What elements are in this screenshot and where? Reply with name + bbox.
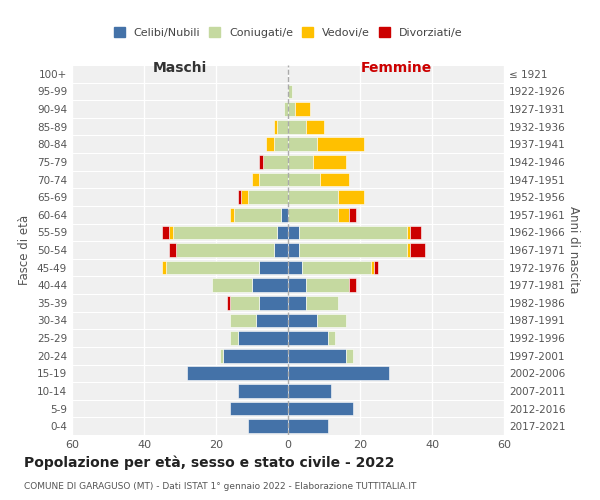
Bar xyxy=(306,120,324,134)
Bar xyxy=(306,296,338,310)
Bar xyxy=(349,278,356,292)
Text: COMUNE DI GARAGUSO (MT) - Dati ISTAT 1° gennaio 2022 - Elaborazione TUTTITALIA.I: COMUNE DI GARAGUSO (MT) - Dati ISTAT 1° … xyxy=(24,482,416,491)
Bar xyxy=(241,190,248,204)
Bar xyxy=(288,138,317,151)
Bar xyxy=(230,314,256,328)
Bar xyxy=(410,243,425,257)
Bar xyxy=(407,226,410,239)
Bar xyxy=(288,190,338,204)
Bar xyxy=(230,296,259,310)
Bar xyxy=(410,226,421,239)
Bar xyxy=(288,208,338,222)
Bar xyxy=(346,349,353,362)
Legend: Celibi/Nubili, Coniugati/e, Vedovi/e, Divorziati/e: Celibi/Nubili, Coniugati/e, Vedovi/e, Di… xyxy=(109,22,467,42)
Bar xyxy=(252,278,288,292)
Bar xyxy=(288,296,306,310)
Bar xyxy=(162,260,166,274)
Bar xyxy=(259,296,288,310)
Bar xyxy=(230,208,234,222)
Bar xyxy=(295,102,310,116)
Text: Femmine: Femmine xyxy=(361,62,431,76)
Bar xyxy=(313,155,346,169)
Bar xyxy=(238,190,241,204)
Bar xyxy=(328,331,335,345)
Bar xyxy=(223,349,288,362)
Bar xyxy=(259,172,288,186)
Bar xyxy=(169,243,176,257)
Bar xyxy=(288,384,331,398)
Bar xyxy=(274,243,288,257)
Bar xyxy=(288,366,389,380)
Bar xyxy=(338,190,364,204)
Bar xyxy=(299,226,407,239)
Y-axis label: Anni di nascita: Anni di nascita xyxy=(566,206,580,294)
Bar xyxy=(288,402,353,415)
Bar xyxy=(302,260,371,274)
Bar xyxy=(288,172,320,186)
Bar xyxy=(259,155,263,169)
Bar xyxy=(407,243,410,257)
Bar xyxy=(220,349,223,362)
Bar xyxy=(288,349,346,362)
Bar xyxy=(274,138,288,151)
Bar xyxy=(299,243,407,257)
Bar xyxy=(166,260,259,274)
Bar xyxy=(288,120,306,134)
Bar xyxy=(227,296,230,310)
Bar xyxy=(284,102,288,116)
Bar xyxy=(263,155,288,169)
Bar xyxy=(288,155,313,169)
Bar xyxy=(288,420,328,433)
Bar xyxy=(234,208,281,222)
Bar xyxy=(173,226,277,239)
Bar xyxy=(259,260,288,274)
Bar xyxy=(230,331,238,345)
Bar xyxy=(169,226,173,239)
Bar xyxy=(248,420,288,433)
Text: Popolazione per età, sesso e stato civile - 2022: Popolazione per età, sesso e stato civil… xyxy=(24,456,395,470)
Bar xyxy=(288,260,302,274)
Bar xyxy=(374,260,378,274)
Bar xyxy=(306,278,349,292)
Bar xyxy=(212,278,252,292)
Y-axis label: Fasce di età: Fasce di età xyxy=(19,215,31,285)
Bar xyxy=(320,172,349,186)
Bar xyxy=(187,366,288,380)
Bar xyxy=(274,120,277,134)
Bar xyxy=(349,208,356,222)
Bar xyxy=(317,138,364,151)
Bar xyxy=(277,226,288,239)
Bar xyxy=(288,226,299,239)
Bar xyxy=(338,208,349,222)
Bar xyxy=(256,314,288,328)
Bar xyxy=(162,226,169,239)
Bar xyxy=(288,314,317,328)
Bar xyxy=(248,190,288,204)
Bar xyxy=(288,84,292,98)
Bar xyxy=(288,331,328,345)
Bar xyxy=(176,243,274,257)
Bar xyxy=(288,243,299,257)
Bar xyxy=(230,402,288,415)
Bar xyxy=(288,278,306,292)
Bar xyxy=(277,120,288,134)
Bar xyxy=(266,138,274,151)
Bar xyxy=(371,260,374,274)
Bar xyxy=(288,102,295,116)
Text: Maschi: Maschi xyxy=(153,62,207,76)
Bar xyxy=(238,331,288,345)
Bar xyxy=(317,314,346,328)
Bar xyxy=(252,172,259,186)
Bar xyxy=(281,208,288,222)
Bar xyxy=(238,384,288,398)
